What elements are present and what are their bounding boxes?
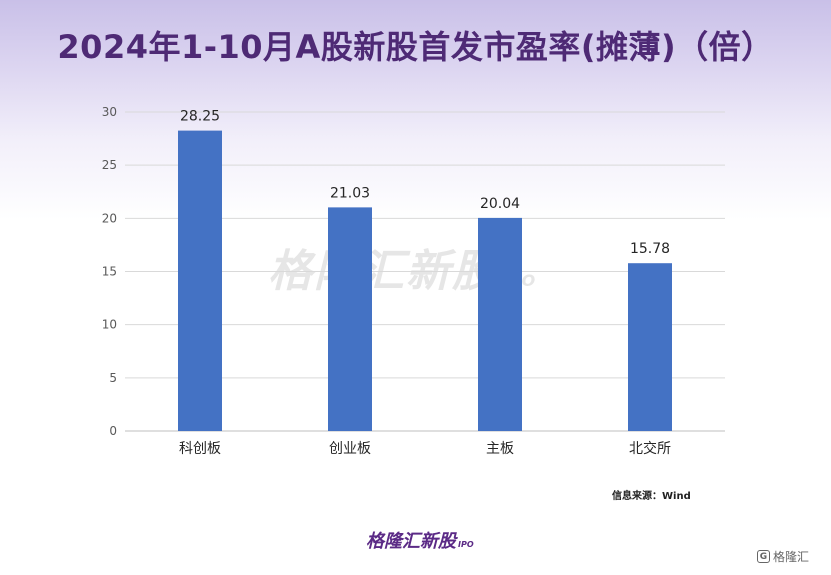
bar [328, 207, 372, 431]
data-label: 15.78 [630, 241, 670, 257]
chart-title: 2024年1-10月A股新股首发市盈率(摊薄)（倍） [57, 28, 774, 66]
corner-logo-icon: G [757, 550, 770, 563]
x-tick-label: 主板 [486, 441, 514, 457]
bar [178, 130, 222, 431]
y-tick-label: 0 [109, 424, 117, 438]
bar [478, 217, 522, 431]
y-tick-label: 10 [102, 318, 117, 332]
brand-logo: 格隆汇新股 IPO [366, 527, 474, 553]
corner-logo: G 格隆汇 [757, 548, 809, 565]
x-tick-label: 创业板 [329, 441, 371, 457]
data-label: 21.03 [330, 185, 370, 201]
y-tick-label: 15 [102, 265, 117, 279]
source-note: 信息来源：Wind [612, 491, 691, 502]
x-tick-label: 北交所 [629, 440, 671, 457]
brand-main: 格隆汇新股 [366, 531, 456, 552]
data-label: 20.04 [480, 196, 520, 212]
y-tick-label: 5 [109, 371, 117, 385]
y-tick-label: 25 [102, 158, 117, 172]
data-label: 28.25 [180, 109, 220, 125]
brand-sub: IPO [458, 540, 474, 549]
y-tick-label: 30 [102, 105, 117, 119]
y-tick-label: 20 [102, 211, 117, 225]
bar [628, 263, 672, 431]
corner-logo-text: 格隆汇 [773, 550, 810, 564]
x-tick-label: 科创板 [179, 441, 221, 457]
